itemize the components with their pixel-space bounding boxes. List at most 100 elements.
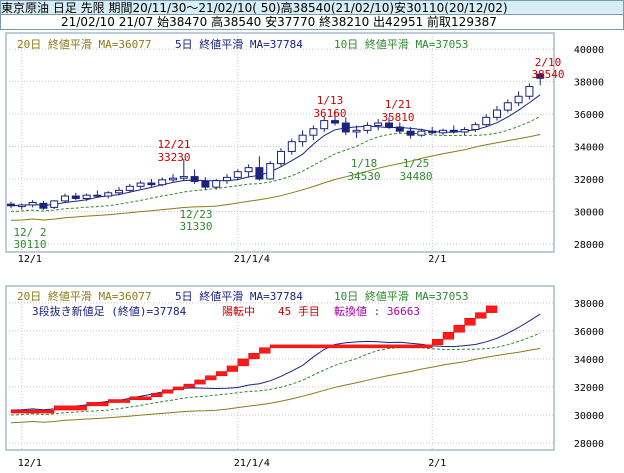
candle-body [39, 202, 48, 209]
y-tick-label: 30000 [574, 207, 604, 218]
new-price-bar [53, 405, 87, 411]
candle-body [471, 124, 480, 131]
new-price-bar [86, 402, 109, 407]
y-tick-label: 38000 [574, 299, 604, 310]
ma20-line [10, 348, 541, 424]
bottom-chart-y-axis: 38000 36000 34000 32000 30000 28000 [574, 299, 604, 450]
y-tick-label: 28000 [574, 240, 604, 251]
y-tick-label: 28000 [574, 439, 604, 450]
annotation-date: 1/13 [317, 94, 344, 107]
annotation-value: 33230 [157, 151, 190, 164]
candle-body [82, 194, 91, 199]
annotation-date: 2/10 [535, 56, 562, 69]
candle-body [385, 122, 393, 128]
ma10-line [10, 332, 541, 416]
candle-body [363, 124, 372, 131]
candle-body [449, 129, 458, 133]
legend-entry: 5日 終値平滑 MA=37784 [175, 289, 303, 303]
y-tick-label: 32000 [574, 175, 604, 186]
annotation-value: 30110 [13, 238, 46, 251]
candle-body [493, 109, 501, 118]
candle-body [125, 185, 134, 191]
y-tick-label: 30000 [574, 411, 604, 422]
legend-entry: 10日 終値平滑 MA=37053 [334, 37, 468, 51]
candle-body [50, 200, 59, 208]
header-ohlc-text: 21/02/10 21/07 始38470 高38540 安37770 終382… [61, 15, 497, 29]
top-chart-y-axis: 40000 38000 36000 34000 32000 30000 28000 [574, 45, 604, 251]
candle-body [417, 130, 426, 136]
new-price-bar [259, 347, 271, 354]
candle-body [320, 120, 329, 130]
candle-body [71, 195, 80, 199]
y-tick-label: 36000 [574, 327, 604, 338]
x-tick-label: 2/1 [428, 254, 446, 265]
y-tick-label: 34000 [574, 355, 604, 366]
new-price-bar [205, 375, 217, 381]
new-price-bar [453, 324, 465, 333]
annotation-date: 12/23 [179, 208, 212, 221]
candle-body [244, 167, 253, 173]
x-tick-label: 21/1/4 [234, 458, 270, 469]
top-chart-panel [5, 32, 555, 253]
annotation-date: 1/25 [403, 157, 430, 170]
new-price-bar [151, 392, 163, 397]
candle-body [169, 177, 177, 181]
new-price-bar [442, 332, 455, 340]
annotation-value: 36160 [313, 107, 346, 120]
new-price-bar [269, 344, 433, 349]
candle-body [331, 120, 339, 124]
status-label: 陽転中 [222, 305, 255, 318]
candle-body [61, 195, 69, 202]
bottom-chart-x-axis: 12/1 21/1/4 2/1 [18, 458, 446, 469]
candle-body [298, 134, 307, 143]
candle-body [277, 150, 285, 165]
y-tick-label: 32000 [574, 383, 604, 394]
candle-body [374, 122, 383, 126]
x-tick-label: 21/1/4 [234, 254, 270, 265]
candle-body [266, 163, 275, 180]
candle-body [482, 116, 491, 126]
candle-body [104, 192, 113, 197]
new-price-bar [183, 383, 195, 388]
annotation-value: 35810 [381, 111, 414, 124]
annotation-value: 31330 [179, 220, 212, 233]
new-price-bar [10, 409, 55, 414]
new-price-bar [485, 305, 498, 313]
candle-body [255, 167, 264, 180]
candle-body [309, 128, 318, 136]
count-label: 45 手目 [278, 304, 320, 318]
new-price-bar [194, 379, 206, 385]
new-price-bar [431, 339, 444, 346]
chart-header-line-1: 東京原油 日足 先限 期間20/11/30～21/02/10( 50)高3854… [0, 0, 624, 15]
legend-entry: 20日 終値平滑 MA=36077 [17, 289, 151, 303]
annotation-date: 1/21 [385, 98, 412, 111]
legend-entry: 20日 終値平滑 MA=36077 [17, 37, 151, 51]
legend-entry: 5日 終値平滑 MA=37784 [175, 37, 303, 51]
candle-body [158, 179, 167, 186]
chart-header-line-2: 21/02/10 21/07 始38470 高38540 安37770 終382… [0, 15, 624, 30]
candle-body [223, 176, 231, 182]
top-chart-x-axis: 12/1 21/1/4 2/1 [18, 254, 446, 265]
candle-body [287, 141, 296, 152]
new-price-bar [475, 312, 487, 319]
annotation-date: 1/18 [351, 157, 378, 170]
annotation-value: 34480 [399, 170, 432, 183]
new-price-bar [215, 371, 228, 376]
candle-body [115, 189, 123, 194]
bottom-chart-legend: 20日 終値平滑 MA=36077 5日 終値平滑 MA=37784 10日 終値平… [17, 289, 468, 318]
y-tick-label: 40000 [574, 45, 604, 56]
annotation-date: 12/ 2 [13, 226, 46, 239]
candle-body [201, 180, 210, 188]
candle-body [536, 73, 545, 79]
new-price-bar [464, 317, 476, 326]
candle-body [406, 130, 415, 136]
new-price-bar [172, 386, 185, 391]
bottom-chart-new-price-bars [10, 305, 498, 414]
candle-body [503, 102, 512, 111]
new-price-bar [237, 358, 249, 367]
new-price-bar [248, 353, 260, 360]
candle-body [179, 176, 188, 179]
candle-body [428, 130, 437, 134]
candle-body [514, 95, 523, 104]
y-tick-label: 36000 [574, 110, 604, 121]
